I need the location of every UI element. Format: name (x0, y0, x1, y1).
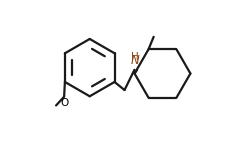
Text: O: O (60, 98, 68, 108)
Text: N: N (131, 54, 140, 67)
Text: H: H (132, 52, 139, 62)
